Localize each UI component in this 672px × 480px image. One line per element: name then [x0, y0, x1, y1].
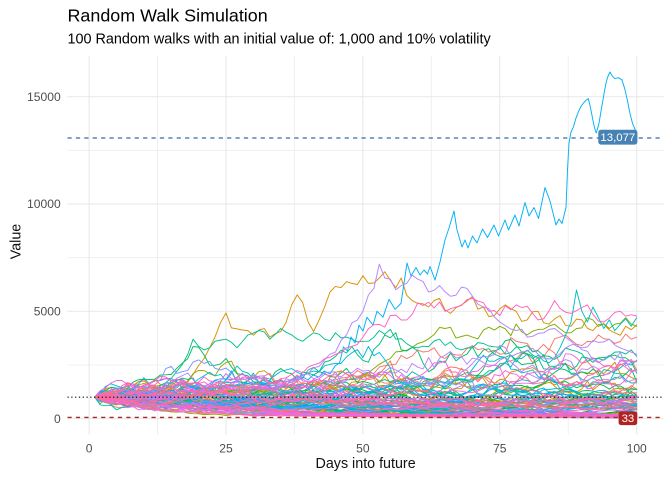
svg-text:33: 33: [622, 413, 635, 425]
svg-text:0: 0: [86, 442, 93, 456]
svg-text:13,077: 13,077: [600, 132, 635, 144]
svg-text:Value: Value: [9, 224, 25, 260]
svg-text:100 Random walks with an initi: 100 Random walks with an initial value o…: [68, 32, 492, 48]
svg-text:10000: 10000: [27, 197, 61, 211]
svg-text:100: 100: [627, 442, 647, 456]
svg-text:Days into future: Days into future: [316, 456, 416, 472]
svg-text:25: 25: [219, 442, 233, 456]
svg-text:0: 0: [54, 412, 61, 426]
svg-text:50: 50: [356, 442, 370, 456]
svg-text:5000: 5000: [34, 305, 61, 319]
svg-text:15000: 15000: [27, 90, 61, 104]
svg-text:Random Walk Simulation: Random Walk Simulation: [68, 6, 268, 26]
svg-text:75: 75: [493, 442, 507, 456]
